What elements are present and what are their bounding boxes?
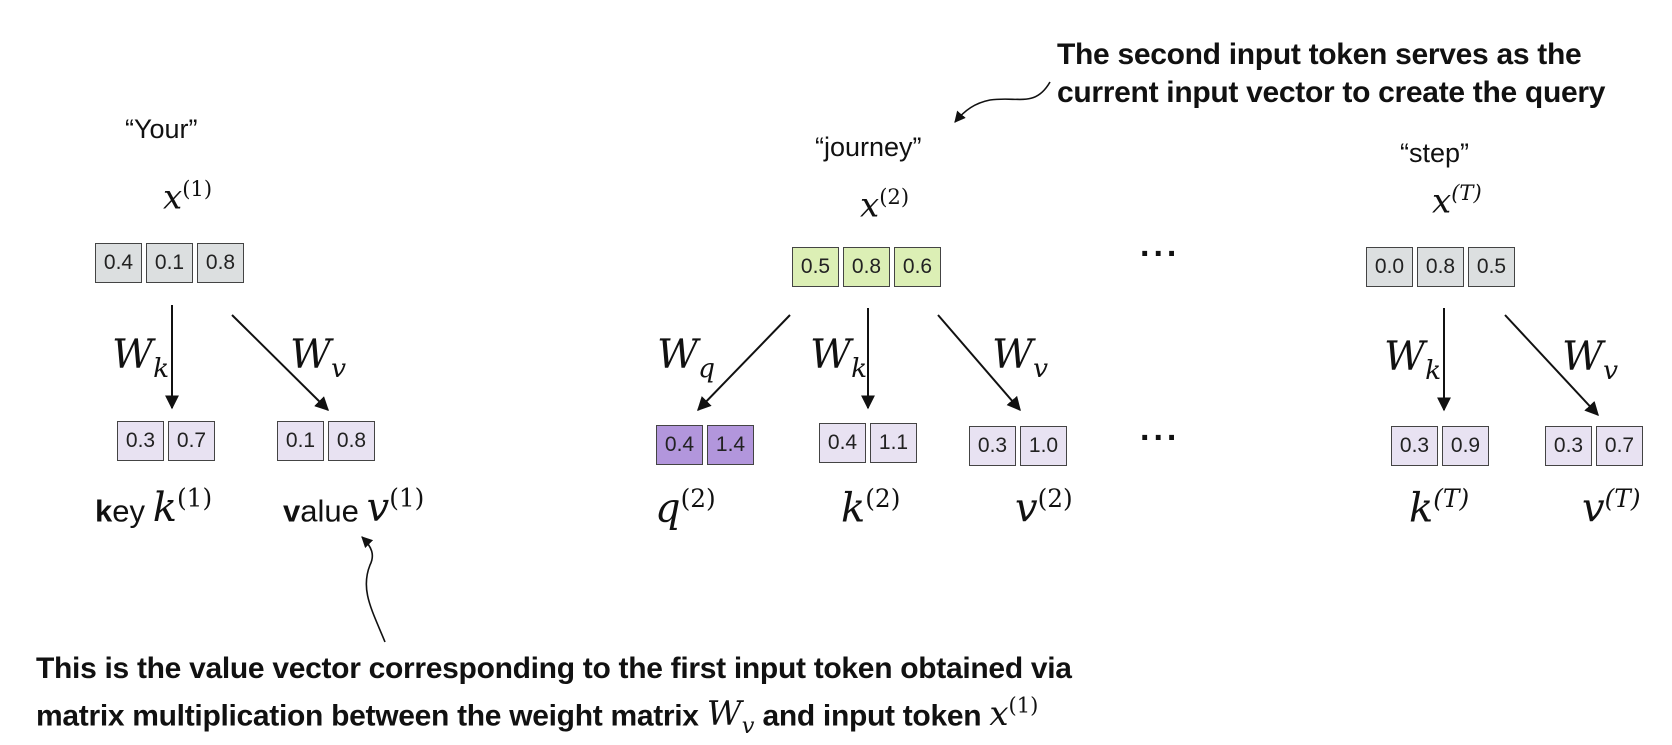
- value-label-v2: v(2): [1015, 484, 1073, 532]
- vector-cell: 0.7: [168, 421, 215, 461]
- weight-label-wk-T: Wk: [1384, 334, 1442, 386]
- input-vector-xT: 0.0 0.8 0.5: [1366, 247, 1515, 287]
- arrows-layer: [165, 81, 1599, 643]
- weight-label-wk-1: Wk: [112, 332, 170, 384]
- weight-label-wv-T: Wv: [1562, 334, 1619, 386]
- arrow-xT-to-vT: [1504, 314, 1599, 417]
- input-vector-x1: 0.4 0.1 0.8: [95, 243, 244, 283]
- vector-cell: 0.9: [1442, 426, 1489, 466]
- weight-label-wq-2: Wq: [657, 332, 716, 384]
- weight-label-wv-1: Wv: [290, 332, 347, 384]
- vector-cell: 0.3: [117, 421, 164, 461]
- key-label-k2: k(2): [841, 484, 901, 532]
- annotation-value-line2: matrix multiplication between the weight…: [36, 693, 1039, 740]
- weight-label-wv-2: Wv: [992, 332, 1049, 384]
- key-label-kT: k(T): [1409, 484, 1470, 532]
- input-label-x1: x(1): [163, 176, 213, 218]
- vector-cell: 0.3: [1545, 426, 1592, 466]
- vector-cell: 0.3: [1391, 426, 1438, 466]
- vector-cell: 0.5: [1468, 247, 1515, 287]
- input-vector-x2: 0.5 0.8 0.6: [792, 247, 941, 287]
- key-vector-k1: 0.3 0.7: [117, 421, 215, 461]
- arrow-x2-to-v2: [937, 314, 1021, 412]
- value-vector-v2: 0.3 1.0: [969, 426, 1067, 466]
- annotation-value: This is the value vector corresponding t…: [36, 650, 1072, 745]
- token-word-journey: “journey”: [815, 132, 922, 162]
- input-label-x2: x(2): [860, 184, 910, 226]
- vector-cell: 0.8: [1417, 247, 1464, 287]
- token-word-step: “step”: [1400, 138, 1470, 168]
- weight-label-wk-2: Wk: [810, 332, 868, 384]
- callout-arrow-top: [954, 81, 1051, 123]
- key-vector-kT: 0.3 0.9: [1391, 426, 1489, 466]
- vector-cell: 0.4: [656, 425, 703, 465]
- vector-cell: 0.8: [197, 243, 244, 283]
- value-vector-vT: 0.3 0.7: [1545, 426, 1643, 466]
- vector-cell: 0.3: [969, 426, 1016, 466]
- vector-cell: 0.0: [1366, 247, 1413, 287]
- vector-cell: 0.4: [95, 243, 142, 283]
- vector-cell: 1.0: [1020, 426, 1067, 466]
- vector-cell: 0.8: [843, 247, 890, 287]
- arrow-x2-to-q2: [697, 314, 791, 412]
- vector-cell: 0.1: [277, 421, 324, 461]
- arrow-x1-to-v1: [231, 314, 329, 411]
- ellipsis-bottom: ...: [1140, 410, 1181, 448]
- annotation-query: The second input token serves as the cur…: [1057, 36, 1605, 112]
- vector-cell: 0.1: [146, 243, 193, 283]
- annotation-query-line2: current input vector to create the query: [1057, 76, 1606, 109]
- diagram: The second input token serves as the cur…: [36, 36, 1643, 739]
- vector-cell: 0.6: [894, 247, 941, 287]
- vector-cell: 0.4: [819, 423, 866, 463]
- value-label-vT: v(T): [1582, 484, 1641, 532]
- key-vector-k2: 0.4 1.1: [819, 423, 917, 463]
- query-label-q2: q(2): [655, 484, 716, 532]
- key-label-k1: key k(1): [95, 484, 213, 532]
- annotation-value-line1: This is the value vector corresponding t…: [36, 652, 1072, 685]
- vector-cell: 0.5: [792, 247, 839, 287]
- query-vector-q2: 0.4 1.4: [656, 425, 754, 465]
- vector-cell: 1.1: [870, 423, 917, 463]
- vector-cell: 0.8: [328, 421, 375, 461]
- vector-cell: 1.4: [707, 425, 754, 465]
- ellipsis-top: ...: [1140, 226, 1181, 264]
- annotation-query-line1: The second input token serves as the: [1057, 38, 1582, 71]
- input-label-xT: x(T): [1432, 180, 1482, 222]
- vector-cell: 0.7: [1596, 426, 1643, 466]
- value-label-v1: value v(1): [283, 484, 425, 532]
- value-vector-v1: 0.1 0.8: [277, 421, 375, 461]
- token-word-your: “Your”: [125, 114, 198, 144]
- callout-arrow-bottom: [361, 536, 386, 643]
